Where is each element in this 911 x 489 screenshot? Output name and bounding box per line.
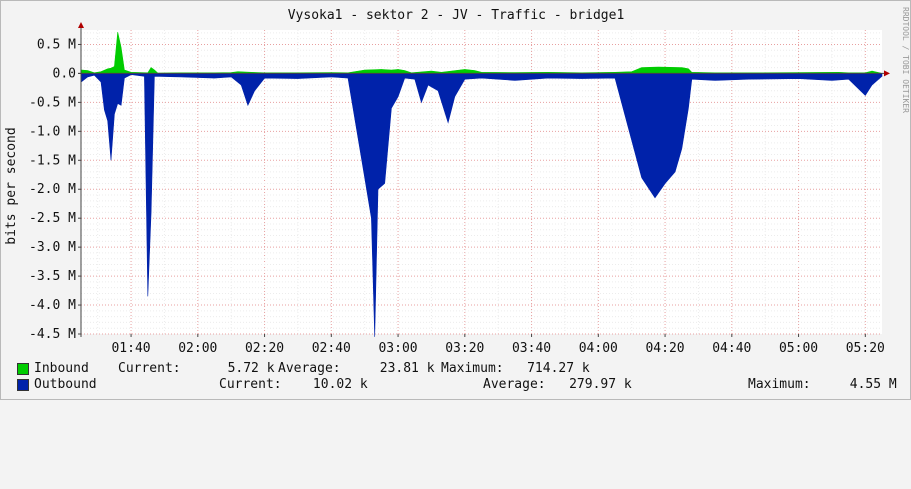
legend-inbound-swatch [17,363,29,375]
x-tick-label: 05:00 [779,341,818,356]
y-tick-label: -2.5 M [29,211,76,226]
y-axis-label: bits per second [4,127,19,244]
y-tick-label: -3.0 M [29,240,76,255]
legend-outbound-current: Current: 10.02 k [219,377,368,392]
legend-inbound-current: Current: 5.72 k [118,361,275,376]
series-inbound-area [80,32,883,74]
legend-outbound-average: Average: 279.97 k [483,377,632,392]
graph-frame: Vysoka1 - sektor 2 - JV - Traffic - brid… [0,0,911,400]
y-tick-label: -1.0 M [29,124,76,139]
x-tick-label: 02:00 [178,341,217,356]
legend-outbound-name: Outbound [34,377,97,392]
x-tick-label: 02:40 [312,341,351,356]
x-axis-arrow [884,70,890,77]
x-tick-label: 04:40 [712,341,751,356]
y-tick-label: -1.5 M [29,153,76,168]
y-tick-label: 0.5 M [37,37,76,52]
legend-outbound-swatch [17,379,29,391]
legend-outbound-maximum: Maximum: 4.55 M [748,377,897,392]
rrdtool-watermark: RRDTOOL / TOBI OETIKER [901,7,910,113]
y-tick-label: -3.5 M [29,269,76,284]
y-axis-arrow [78,22,84,28]
series-outbound-area [80,73,883,337]
y-tick-label: -2.0 M [29,182,76,197]
x-tick-label: 05:20 [846,341,885,356]
legend-inbound-name: Inbound [34,361,89,376]
x-tick-label: 01:40 [111,341,150,356]
x-tick-label: 03:20 [445,341,484,356]
x-tick-label: 04:20 [645,341,684,356]
legend-outbound: Outbound Current: 10.02 k Average: 279.9… [17,377,902,393]
x-tick-label: 03:00 [378,341,417,356]
x-tick-label: 03:40 [512,341,551,356]
y-tick-label: -4.5 M [29,327,76,342]
legend-inbound-maximum: Maximum: 714.27 k [441,361,590,376]
x-tick-label: 04:00 [579,341,618,356]
x-tick-label: 02:20 [245,341,284,356]
y-tick-label: -4.0 M [29,298,76,313]
y-tick-label: 0.0 [53,66,76,81]
plot-area [81,30,882,334]
legend-inbound-average: Average: 23.81 k [278,361,435,376]
y-tick-label: -0.5 M [29,95,76,110]
traffic-chart: Vysoka1 - sektor 2 - JV - Traffic - brid… [4,7,910,356]
chart-title: Vysoka1 - sektor 2 - JV - Traffic - brid… [288,8,625,23]
legend-inbound: Inbound Current: 5.72 k Average: 23.81 k… [17,361,902,377]
